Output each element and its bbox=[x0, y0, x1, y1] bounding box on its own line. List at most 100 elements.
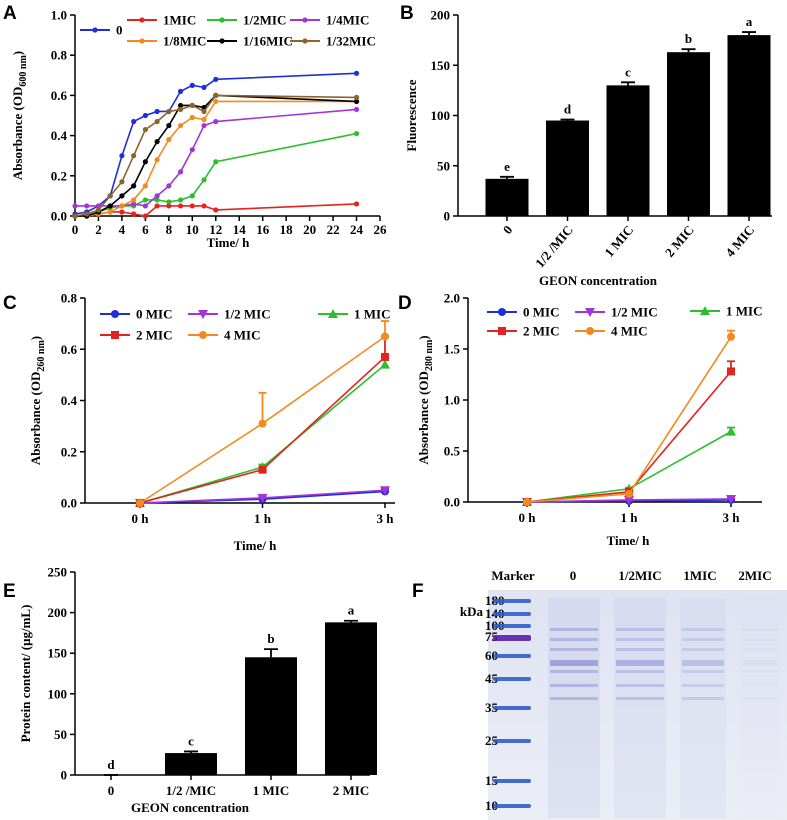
x-tick-label: 3 h bbox=[723, 510, 741, 525]
marker bbox=[381, 352, 389, 361]
marker bbox=[302, 38, 308, 44]
marker bbox=[166, 199, 172, 205]
sample-band bbox=[682, 628, 724, 631]
sample-band bbox=[682, 684, 724, 687]
marker-band bbox=[493, 599, 531, 603]
marker bbox=[625, 489, 633, 498]
error-bar bbox=[344, 619, 358, 623]
marker bbox=[201, 116, 207, 123]
marker bbox=[353, 98, 360, 105]
x-tick-label: 24 bbox=[350, 222, 364, 237]
x-axis-label: Time/ h bbox=[607, 533, 651, 548]
size-label: 45 bbox=[485, 671, 499, 686]
y-label-text: Absorbance (OD bbox=[10, 87, 25, 181]
legend-label: 1MIC bbox=[163, 13, 196, 28]
y-tick-label: 250 bbox=[48, 565, 68, 580]
sample-band bbox=[682, 670, 724, 673]
annotation: e bbox=[504, 159, 510, 174]
series-line bbox=[526, 336, 732, 503]
x-tick-label: 1 MIC bbox=[601, 222, 636, 260]
marker bbox=[107, 193, 113, 199]
marker bbox=[201, 203, 207, 209]
y-tick-label: 0.0 bbox=[61, 496, 77, 511]
marker bbox=[84, 203, 90, 209]
legend-label: 0 MIC bbox=[523, 305, 559, 320]
series-line bbox=[139, 356, 386, 504]
x-axis-label: Time/ h bbox=[234, 538, 278, 553]
sample-band bbox=[616, 638, 664, 641]
y-axis-label: Protein content/ (μg/mL) bbox=[18, 605, 33, 743]
x-tick-label: 3 h bbox=[377, 511, 395, 526]
y-tick-label: 0.4 bbox=[61, 393, 78, 408]
marker bbox=[213, 98, 219, 105]
x-axis-label: GEON concentration bbox=[131, 800, 250, 815]
legend-label: 1/2 MIC bbox=[224, 307, 271, 322]
marker bbox=[177, 122, 184, 129]
marker bbox=[131, 153, 137, 159]
marker bbox=[139, 17, 145, 23]
lane-label: 2MIC bbox=[738, 568, 771, 583]
size-label: 10 bbox=[485, 798, 498, 813]
bar bbox=[667, 52, 710, 217]
legend-label: 1/16MIC bbox=[243, 34, 293, 49]
marker bbox=[201, 122, 207, 129]
marker bbox=[201, 108, 207, 115]
marker bbox=[177, 102, 184, 109]
sample-band bbox=[742, 648, 778, 651]
annotation: a bbox=[348, 603, 355, 618]
panel-letter: D bbox=[398, 293, 412, 314]
marker bbox=[213, 207, 219, 213]
marker bbox=[258, 419, 267, 428]
marker bbox=[219, 17, 225, 23]
series-line bbox=[139, 364, 386, 504]
error-bar bbox=[621, 81, 635, 86]
y-axis-label: Absorbance (OD260 nm) bbox=[28, 336, 47, 465]
y-axis-label: Absorbance (OD280 nm) bbox=[416, 335, 435, 464]
marker bbox=[353, 106, 360, 113]
sample-band bbox=[616, 628, 664, 631]
marker bbox=[177, 88, 184, 94]
marker bbox=[302, 17, 308, 23]
annotation: b bbox=[267, 631, 274, 646]
marker bbox=[586, 327, 594, 335]
marker bbox=[111, 310, 119, 318]
x-tick-label: 6 bbox=[142, 222, 149, 237]
y-label-end: ) bbox=[10, 51, 25, 55]
marker bbox=[119, 179, 125, 185]
marker bbox=[142, 203, 148, 209]
y-tick-label: 2.0 bbox=[444, 291, 460, 306]
marker bbox=[154, 203, 160, 209]
marker bbox=[523, 498, 531, 506]
x-tick-label: 12 bbox=[209, 222, 222, 237]
x-tick-label: 4 bbox=[119, 222, 126, 237]
sample-band bbox=[550, 670, 598, 673]
sample-band bbox=[682, 648, 724, 651]
y-label-text: Fluorescence bbox=[404, 79, 419, 151]
size-label: 15 bbox=[485, 773, 499, 788]
y-tick-label: 0.2 bbox=[61, 444, 77, 459]
y-tick-label: 200 bbox=[431, 8, 451, 23]
marker bbox=[353, 70, 360, 76]
sample-band bbox=[742, 660, 778, 666]
x-tick-label: 0 bbox=[500, 222, 516, 237]
marker bbox=[700, 306, 710, 315]
lane-smear bbox=[614, 598, 666, 818]
marker bbox=[726, 426, 736, 436]
marker bbox=[498, 308, 506, 316]
marker bbox=[624, 495, 634, 505]
x-tick-label: 18 bbox=[280, 222, 294, 237]
lane-smear bbox=[548, 598, 600, 818]
x-tick-label: 1 h bbox=[254, 511, 272, 526]
sample-band bbox=[616, 697, 664, 700]
y-label-end: ) bbox=[416, 335, 431, 339]
x-tick-label: 16 bbox=[256, 222, 270, 237]
x-tick-label: 1/2 /MIC bbox=[532, 222, 576, 270]
marker bbox=[177, 106, 184, 113]
x-tick-label: 1 h bbox=[621, 510, 639, 525]
marker bbox=[131, 197, 137, 203]
series-line bbox=[75, 132, 357, 217]
x-tick-label: 20 bbox=[303, 222, 316, 237]
annotation: d bbox=[564, 102, 572, 117]
x-tick-label: 8 bbox=[166, 222, 173, 237]
